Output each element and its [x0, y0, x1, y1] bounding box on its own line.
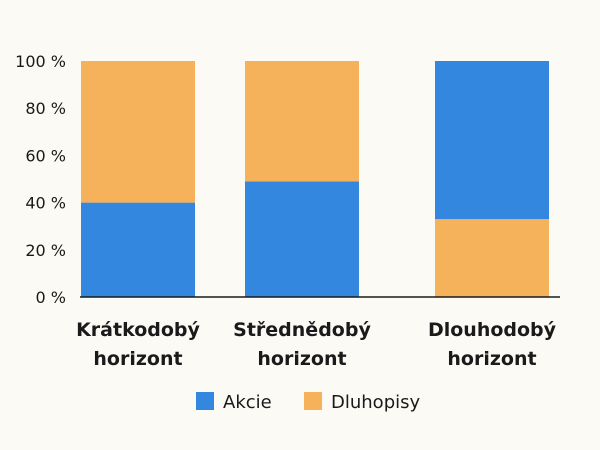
- bar-dluhopisy-2: [245, 61, 359, 182]
- bar-dluhopisy-1: [81, 61, 195, 203]
- x-category-label: horizont: [257, 348, 346, 370]
- bar-akcie-2: [245, 181, 359, 297]
- legend-label-dluhopisy: Dluhopisy: [331, 392, 420, 413]
- x-category-label: Dlouhodobý: [428, 319, 557, 341]
- y-tick-label: 0 %: [36, 288, 66, 307]
- bar-dluhopisy-3: [435, 219, 549, 297]
- x-category-label: Střednědobý: [233, 319, 371, 341]
- y-tick-label: 40 %: [25, 194, 66, 213]
- y-tick-label: 100 %: [15, 52, 66, 71]
- y-axis-ticks: 0 % 20 % 40 % 60 % 80 % 100 %: [15, 52, 66, 307]
- bars: [81, 61, 549, 297]
- x-category-label: Krátkodobý: [76, 319, 200, 341]
- legend-swatch-akcie: [196, 392, 214, 410]
- y-tick-label: 20 %: [25, 241, 66, 260]
- y-tick-label: 80 %: [25, 99, 66, 118]
- bar-akcie-1: [81, 202, 195, 297]
- bar-akcie-3: [435, 61, 549, 220]
- legend-swatch-dluhopisy: [304, 392, 322, 410]
- x-axis-category-labels: Krátkodobý horizont Střednědobý horizont Dlo…: [76, 319, 557, 370]
- x-category-label: horizont: [93, 348, 182, 370]
- x-category-label: horizont: [447, 348, 536, 370]
- legend: Akcie Dluhopisy: [196, 392, 420, 413]
- y-tick-label: 60 %: [25, 146, 66, 165]
- legend-label-akcie: Akcie: [223, 392, 272, 413]
